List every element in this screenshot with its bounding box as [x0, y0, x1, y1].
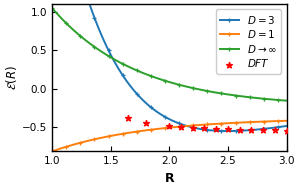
$DFT$ — [126, 117, 131, 120]
$D=1$ — [189, 125, 193, 127]
Line: $D\rightarrow\infty$: $D\rightarrow\infty$ — [50, 5, 289, 103]
$D=3$ — [189, 126, 193, 128]
$DFT$ — [249, 129, 254, 132]
Legend: $D=3$, $D=1$, $D\rightarrow\infty$, $DFT$: $D=3$, $D=1$, $D\rightarrow\infty$, $DFT… — [216, 9, 281, 74]
$DFT$ — [214, 127, 219, 130]
Line: $D=1$: $D=1$ — [50, 118, 289, 154]
$D=1$ — [285, 120, 288, 122]
$D=1$ — [50, 150, 54, 153]
$D=3$ — [264, 128, 267, 130]
$D=3$ — [249, 129, 252, 131]
Line: $D=3$: $D=3$ — [50, 0, 289, 133]
$DFT$ — [225, 128, 230, 131]
$D\rightarrow\infty$ — [51, 8, 55, 10]
$D=1$ — [263, 120, 266, 123]
$D=3$ — [285, 125, 288, 127]
$D=1$ — [190, 124, 193, 127]
$D\rightarrow\infty$ — [50, 7, 54, 9]
X-axis label: R: R — [164, 172, 174, 185]
$DFT$ — [144, 122, 148, 125]
$D\rightarrow\infty$ — [248, 96, 251, 98]
$D=1$ — [51, 150, 55, 152]
$DFT$ — [272, 129, 277, 132]
$DFT$ — [261, 129, 266, 132]
Y-axis label: $\mathcal{E}(R)$: $\mathcal{E}(R)$ — [4, 65, 19, 90]
$D=3$ — [194, 127, 197, 129]
$D\rightarrow\infty$ — [189, 87, 193, 89]
$D\rightarrow\infty$ — [194, 88, 197, 90]
$DFT$ — [167, 125, 172, 128]
$D=1$ — [248, 121, 251, 123]
$DFT$ — [179, 126, 184, 129]
$D\rightarrow\infty$ — [190, 87, 193, 89]
$D\rightarrow\infty$ — [263, 98, 266, 100]
$D=3$ — [226, 130, 230, 132]
$D\rightarrow\infty$ — [285, 100, 288, 102]
$DFT$ — [237, 128, 242, 131]
$DFT$ — [284, 129, 289, 132]
$DFT$ — [190, 126, 195, 129]
$D=3$ — [190, 126, 193, 128]
$DFT$ — [202, 127, 207, 130]
$D=1$ — [194, 124, 197, 126]
